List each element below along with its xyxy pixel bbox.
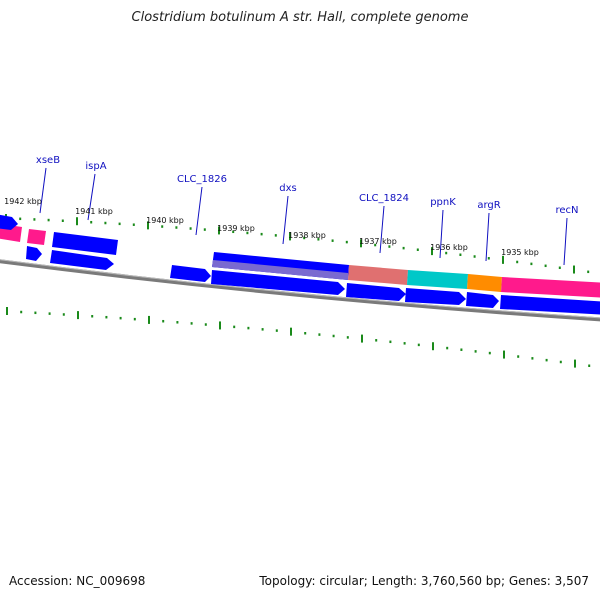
gene-label-CLC_1824: CLC_1824 xyxy=(359,193,409,204)
cds-arrow-9 xyxy=(500,295,600,315)
feature-pink-xseB xyxy=(27,229,46,245)
cds-arrow-2 xyxy=(26,246,42,261)
kbp-label-1936: 1936 kbp xyxy=(430,243,468,252)
cds-arrow-5 xyxy=(211,270,345,295)
gene-label-CLC_1826: CLC_1826 xyxy=(177,174,227,185)
leader-argR xyxy=(485,212,490,262)
kbp-label-1937: 1937 kbp xyxy=(359,237,397,246)
genome-backbone-highlight xyxy=(0,259,600,319)
gene-label-argR: argR xyxy=(477,200,500,211)
cds-arrow-3 xyxy=(50,250,114,270)
feature-cds-ispA xyxy=(52,232,118,255)
cds-arrow-6 xyxy=(346,283,406,301)
kbp-label-1935: 1935 kbp xyxy=(501,248,539,257)
leader-CLC_1824 xyxy=(379,205,385,254)
gene-label-xseB: xseB xyxy=(36,155,60,166)
leader-CLC_1826 xyxy=(195,186,203,236)
kbp-label-1940: 1940 kbp xyxy=(146,216,184,225)
cds-arrow-8 xyxy=(466,292,499,308)
feature-salmon xyxy=(348,265,408,285)
feature-pink-recN xyxy=(501,277,600,298)
feature-dxs-shade xyxy=(212,260,348,280)
leader-dxs xyxy=(282,195,289,245)
gene-label-ppnK: ppnK xyxy=(430,197,456,208)
genome-backbone xyxy=(0,259,600,322)
feature-cyan-ppnK xyxy=(407,270,468,289)
leader-ispA xyxy=(87,173,96,221)
gene-label-ispA: ispA xyxy=(85,161,106,172)
feature-orange-argR xyxy=(467,274,502,292)
accession-label: Accession: NC_009698 xyxy=(9,574,146,588)
map-title: Clostridium botulinum A str. Hall, compl… xyxy=(131,10,469,25)
leader-recN xyxy=(563,217,568,266)
cds-arrow-7 xyxy=(405,288,466,305)
cds-arrow-4 xyxy=(170,265,211,282)
gene-label-dxs: dxs xyxy=(279,183,296,194)
genome-summary: Topology: circular; Length: 3,760,560 bp… xyxy=(259,574,589,588)
kbp-label-1938: 1938 kbp xyxy=(288,231,326,240)
leader-xseB xyxy=(39,167,47,214)
inner-tick-ring xyxy=(6,307,591,368)
kbp-label-1942: 1942 kbp xyxy=(4,197,42,206)
leader-ppnK xyxy=(439,209,444,259)
kbp-label-1941: 1941 kbp xyxy=(75,207,113,216)
kbp-label-1939: 1939 kbp xyxy=(217,224,255,233)
outer-tick-ring xyxy=(5,214,590,274)
gene-label-recN: recN xyxy=(555,205,578,216)
cds-arrow-1 xyxy=(0,214,18,230)
